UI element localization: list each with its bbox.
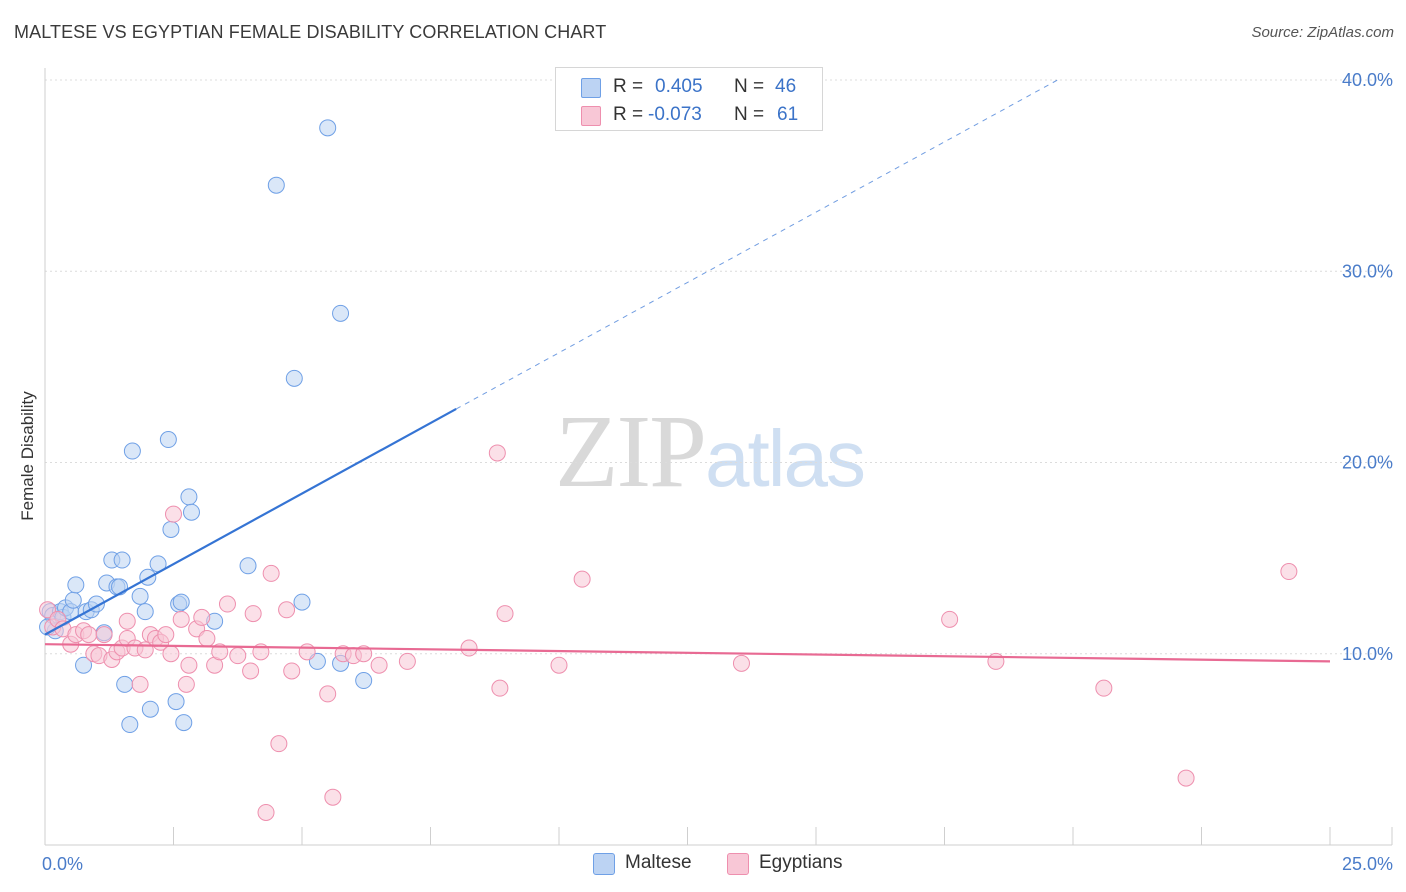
egyptians-point <box>355 645 373 663</box>
egyptians-point <box>193 608 211 626</box>
egyptians-point <box>162 645 180 663</box>
egyptians-point <box>270 735 288 753</box>
egyptians-point <box>496 605 514 623</box>
maltese-point <box>67 576 85 594</box>
egyptians-point <box>257 803 275 821</box>
maltese-point <box>319 119 337 137</box>
maltese-point <box>239 557 257 575</box>
egyptians-point <box>460 639 478 657</box>
egyptians-point <box>131 675 149 693</box>
egyptians-point <box>319 685 337 703</box>
y-tick-label: 40.0% <box>1342 70 1393 90</box>
egyptians-point <box>118 612 136 630</box>
egyptians-point <box>488 444 506 462</box>
egyptians-point <box>1177 769 1195 787</box>
egyptians-point <box>80 626 98 644</box>
legend-n-label: N = <box>734 76 765 97</box>
legend-r-label: R = <box>613 76 644 97</box>
maltese-point <box>293 593 311 611</box>
y-tick-label: 20.0% <box>1342 453 1393 473</box>
egyptians-point <box>180 656 198 674</box>
maltese-point <box>162 520 180 538</box>
egyptians-point <box>491 679 509 697</box>
correlation-legend: R = 0.405 N = 46 R = -0.073 N = 61 <box>555 67 823 131</box>
source-label: Source: ZipAtlas.com <box>1251 24 1394 41</box>
legend-r-value: -0.073 <box>648 104 702 125</box>
egyptians-point <box>157 626 175 644</box>
y-tick-label: 10.0% <box>1342 644 1393 664</box>
chart-title: MALTESE VS EGYPTIAN FEMALE DISABILITY CO… <box>14 22 607 42</box>
maltese-point <box>180 488 198 506</box>
maltese-point <box>159 431 177 449</box>
egyptians-point <box>229 647 247 665</box>
egyptians-legend-swatch <box>727 853 749 875</box>
maltese-point <box>64 591 82 609</box>
maltese-point <box>131 587 149 605</box>
maltese-point <box>332 304 350 322</box>
egyptians-point <box>732 654 750 672</box>
egyptians-legend-label: Egyptians <box>759 852 843 873</box>
egyptians-point <box>244 605 262 623</box>
egyptians-point <box>398 652 416 670</box>
maltese-point <box>285 369 303 387</box>
legend-r-label: R = <box>613 104 644 125</box>
egyptians-point <box>262 564 280 582</box>
maltese-point <box>121 716 139 734</box>
egyptians-point <box>324 788 342 806</box>
egyptians-point <box>242 662 260 680</box>
egyptians-point <box>941 610 959 628</box>
maltese-point <box>175 714 193 732</box>
maltese-point <box>167 693 185 711</box>
maltese-point <box>123 442 141 460</box>
maltese-point <box>141 700 159 718</box>
egyptians-point <box>1095 679 1113 697</box>
legend-row-egyptians: R = -0.073 N = 61 <box>556 100 822 128</box>
legend-n-label: N = <box>734 104 765 125</box>
legend-n-value: 46 <box>775 76 797 97</box>
maltese-point <box>111 578 129 596</box>
maltese-point <box>116 675 134 693</box>
maltese-trend-line <box>44 407 457 636</box>
egyptians-point <box>550 656 568 674</box>
x-tick-label: 0.0% <box>42 854 83 874</box>
maltese-swatch <box>581 78 601 98</box>
egyptians-point <box>278 601 296 619</box>
maltese-point <box>182 503 200 521</box>
maltese-point <box>355 672 373 690</box>
maltese-point <box>172 593 190 611</box>
legend-r-value: 0.405 <box>655 76 703 97</box>
watermark-atlas: atlas <box>705 414 866 503</box>
legend-n-value: 61 <box>777 104 799 125</box>
maltese-point <box>136 603 154 621</box>
egyptians-point <box>370 656 388 674</box>
y-tick-label: 30.0% <box>1342 261 1393 281</box>
egyptians-point <box>298 643 316 661</box>
x-tick-label: 25.0% <box>1342 854 1393 874</box>
watermark-zip: ZIP <box>555 394 707 509</box>
maltese-trend-extension <box>455 79 1058 410</box>
maltese-legend-label: Maltese <box>625 852 692 873</box>
egyptians-point <box>1280 563 1298 581</box>
egyptians-point <box>177 675 195 693</box>
egyptians-point <box>573 570 591 588</box>
egyptians-point <box>218 595 236 613</box>
legend-row-maltese: R = 0.405 N = 46 <box>556 72 822 100</box>
egyptians-point <box>165 505 182 523</box>
maltese-point <box>267 176 285 194</box>
egyptians-trend-line <box>44 643 1331 663</box>
egyptians-point <box>198 629 216 647</box>
maltese-point <box>75 656 93 674</box>
egyptians-point <box>95 626 113 644</box>
maltese-legend-swatch <box>593 853 615 875</box>
egyptians-point <box>211 643 229 661</box>
watermark: ZIPatlas <box>555 392 866 511</box>
egyptians-point <box>283 662 301 680</box>
egyptians-swatch <box>581 106 601 126</box>
maltese-point <box>113 551 131 569</box>
egyptians-point <box>172 610 190 628</box>
